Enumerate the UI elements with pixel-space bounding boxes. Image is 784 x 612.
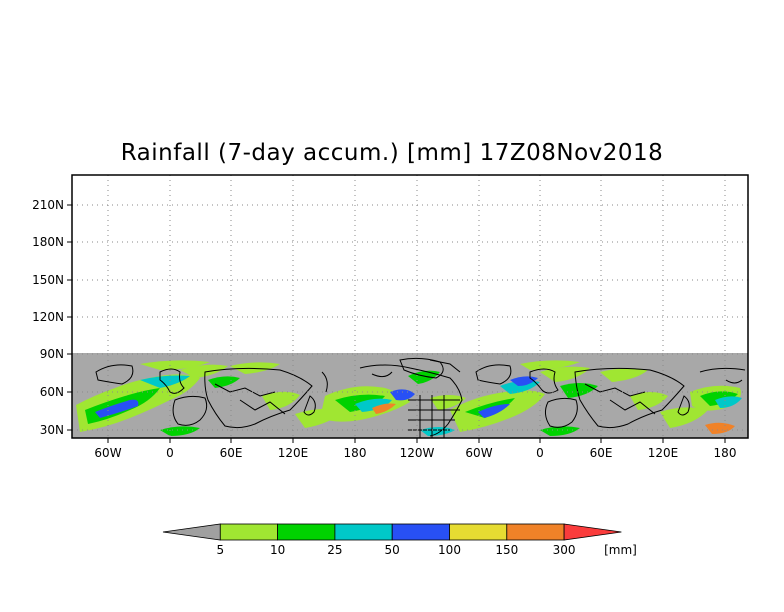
coastline [239, 399, 286, 415]
coastline [429, 359, 461, 373]
coastline [408, 395, 460, 438]
coastline [574, 367, 685, 429]
coastlines [95, 357, 746, 438]
rainfall-patch [540, 426, 580, 436]
coastline [699, 367, 746, 373]
rainfall-patch [140, 360, 210, 370]
y-tick-label: 90N [40, 347, 64, 361]
y-tick-label: 180N [32, 235, 64, 249]
y-tick-label: 120N [32, 310, 64, 324]
colorbar-units: [mm] [604, 543, 637, 557]
rainfall-patch [520, 360, 580, 370]
y-axis-ticks: 30N 60N 90N 120N 150N 180N 210N [32, 198, 72, 437]
x-tick-label: 180 [344, 446, 367, 460]
colorbar-segment [162, 523, 221, 541]
colorbar-label: 25 [327, 543, 342, 557]
rainfall-patch [95, 399, 139, 418]
coastline [371, 371, 393, 378]
coastline [214, 383, 276, 397]
rainfall-patch [478, 404, 510, 418]
x-tick-label: 60W [465, 446, 492, 460]
rainfall-patch [160, 426, 200, 436]
coastline [303, 395, 316, 416]
colorbar-segment [391, 523, 450, 541]
coastline [204, 367, 313, 429]
x-tick-label: 0 [166, 446, 174, 460]
rainfall-patch [500, 380, 540, 394]
coastline [399, 357, 444, 379]
coastline [609, 399, 656, 415]
colorbar-segment [334, 523, 393, 541]
rainfall-patch [600, 368, 648, 382]
colorbar-segment [506, 523, 565, 541]
rainfall-patch [660, 407, 708, 428]
rainfall-patch [430, 395, 466, 410]
colorbar: 5 10 25 50 100 150 300 [mm] [162, 523, 637, 557]
colorbar-segment [563, 523, 622, 541]
rainfall-patch [390, 389, 415, 401]
x-tick-label: 60E [220, 446, 243, 460]
colorbar-label: 10 [270, 543, 285, 557]
coastline [321, 371, 328, 393]
rainfall-patch [372, 403, 396, 414]
colorbar-label: 50 [385, 543, 400, 557]
coastline [584, 383, 646, 397]
colorbar-segment [449, 523, 508, 541]
colorbar-segment [219, 523, 279, 541]
y-tick-label: 210N [32, 198, 64, 212]
x-tick-label: 0 [536, 446, 544, 460]
colorbar-label: 300 [553, 543, 576, 557]
rainfall-patch [560, 383, 598, 398]
colorbar-label: 150 [495, 543, 518, 557]
x-tick-label: 60E [590, 446, 613, 460]
y-tick-label: 60N [40, 385, 64, 399]
colorbar-label: 100 [438, 543, 461, 557]
colorbar-label: 5 [216, 543, 224, 557]
y-tick-label: 30N [40, 423, 64, 437]
coastline [725, 379, 743, 384]
coastline [359, 364, 463, 437]
precip-patches [76, 360, 742, 436]
rainfall-patch [180, 364, 228, 378]
x-tick-label: 120E [278, 446, 309, 460]
colorbar-segment [277, 523, 336, 541]
coastline [172, 395, 208, 426]
rainfall-patch [705, 422, 735, 434]
x-tick-label: 60W [94, 446, 121, 460]
rainfall-patch [355, 398, 392, 412]
coastline [95, 364, 134, 385]
rainfall-patch [630, 392, 668, 410]
coastline [475, 364, 512, 385]
coastline [677, 395, 690, 416]
rainfall-patch [715, 396, 742, 408]
x-tick-label: 180 [714, 446, 737, 460]
x-tick-label: 120W [400, 446, 435, 460]
rainfall-patch [262, 391, 300, 410]
rainfall-patch [420, 427, 455, 436]
rainfall-patch [140, 375, 190, 388]
coastline [529, 368, 559, 394]
x-axis-ticks: 60W 0 60E 120E 180 120W 60W 0 60E 120E 180 [94, 438, 736, 460]
map-title: Rainfall (7-day accum.) [mm] 17Z08Nov201… [120, 140, 664, 166]
y-tick-label: 150N [32, 273, 64, 287]
coastline [159, 368, 185, 394]
map-frame [71, 174, 749, 439]
x-tick-label: 120E [648, 446, 679, 460]
rainfall-patch [208, 376, 240, 388]
coastline [544, 397, 578, 428]
